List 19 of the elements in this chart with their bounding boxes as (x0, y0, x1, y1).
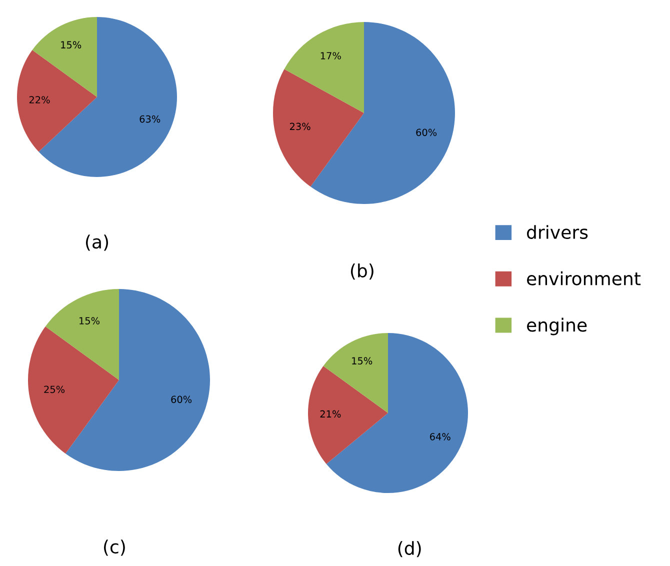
data-label: 17% (320, 52, 341, 60)
data-label: 64% (430, 432, 450, 440)
data-label: 63% (140, 115, 160, 123)
text: (a) (86, 234, 108, 251)
data-label: 60% (171, 396, 192, 404)
legend-label: environment (526, 271, 641, 286)
data-label: 15% (80, 317, 100, 324)
legend-label: engine (526, 318, 587, 336)
legend-label: drivers (526, 225, 588, 240)
data-label: 60% (416, 128, 437, 136)
data-label: 22% (29, 96, 50, 104)
data-label: 21% (320, 410, 341, 418)
text: (d) (398, 541, 421, 558)
text: (c) (104, 540, 125, 556)
text: (b) (350, 264, 374, 280)
data-label: 23% (290, 122, 310, 130)
data-label: 15% (61, 41, 82, 48)
data-label: 25% (44, 386, 65, 394)
data-label: 15% (352, 357, 372, 364)
